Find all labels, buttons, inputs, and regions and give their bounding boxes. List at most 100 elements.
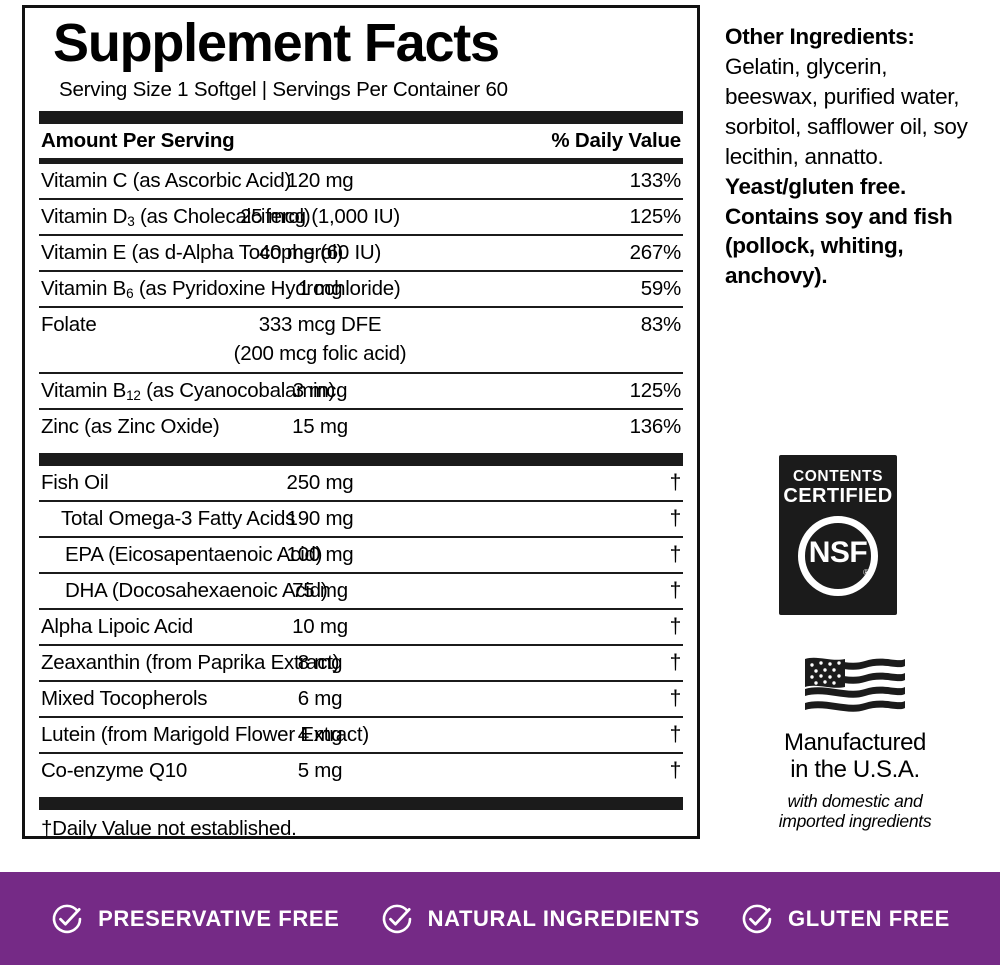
row-divider: [39, 644, 683, 646]
nsf-certified-label: CERTIFIED: [783, 485, 893, 507]
nutrient-amount: 333 mcg DFE: [258, 313, 382, 336]
claim-label: GLUTEN FREE: [788, 905, 950, 931]
nutrient-name: Vitamin D3 (as Cholecalciferol): [41, 205, 311, 229]
nutrient-name: Fish Oil: [41, 471, 109, 494]
nutrient-row: Vitamin B6 (as Pyridoxine Hydrochloride)…: [39, 272, 683, 306]
row-divider: [39, 270, 683, 272]
daily-value-footnote: †Daily Value not established.: [41, 817, 297, 840]
nutrient-row: Total Omega-3 Fatty Acids 190 mg †: [39, 502, 683, 536]
nutrient-name: Total Omega-3 Fatty Acids: [61, 507, 296, 530]
nutrient-row: Vitamin B12 (as Cyanocobalamin) 3 mcg 125%: [39, 374, 683, 408]
supplement-facts-panel: Supplement Facts Serving Size 1 Softgel …: [22, 5, 700, 840]
row-divider: [39, 572, 683, 574]
nutrient-name: Co-enzyme Q10: [41, 759, 188, 782]
nutrient-daily-value: 83%: [640, 313, 682, 336]
nutrient-row: Zeaxanthin (from Paprika Extract) 8 mg †: [39, 646, 683, 680]
nutrient-daily-value: 136%: [629, 415, 682, 438]
divider-thick-mid: [39, 453, 683, 466]
check-circle-icon: [382, 904, 411, 933]
ingredients-note-line-2: imported ingredients: [778, 811, 932, 832]
nutrient-daily-value: 267%: [629, 241, 682, 264]
allergen-warning: Yeast/gluten free. Contains soy and fish…: [725, 173, 953, 289]
nutrient-name: Lutein (from Marigold Flower Extract): [41, 723, 369, 746]
other-ingredients-body: Gelatin, glycerin, beeswax, purified wat…: [725, 53, 968, 169]
nutrient-name: Mixed Tocopherols: [41, 687, 208, 710]
nutrient-row: Lutein (from Marigold Flower Extract) 4 m…: [39, 718, 683, 752]
manufactured-line-2: in the U.S.A.: [790, 756, 920, 784]
row-divider: [39, 680, 683, 682]
row-divider: [39, 234, 683, 236]
other-ingredients-heading: Other Ingredients:: [725, 24, 915, 49]
nutrient-row: Co-enzyme Q10 5 mg †: [39, 754, 683, 788]
nsf-acronym: NSF: [808, 536, 868, 569]
nutrient-amount-secondary: (200 mcg folic acid): [233, 342, 407, 365]
nutrient-row: DHA (Docosahexaenoic Acid) 75 mg †: [39, 574, 683, 608]
label-content-area: Supplement Facts Serving Size 1 Softgel …: [22, 5, 985, 840]
nutrient-row: Mixed Tocopherols 6 mg †: [39, 682, 683, 716]
nsf-circle-mark: NSF ®: [798, 516, 878, 596]
manufactured-line-1: Manufactured: [784, 729, 926, 756]
ingredients-note-line-1: with domestic and: [787, 790, 923, 811]
nutrient-daily-value: †: [669, 543, 682, 566]
row-divider: [39, 306, 683, 308]
row-divider: [39, 372, 683, 374]
nutrient-daily-value: 125%: [629, 379, 682, 402]
nutrient-name: DHA (Docosahexaenoic Acid): [65, 579, 328, 602]
nutrient-row: Alpha Lipoic Acid 10 mg †: [39, 610, 683, 644]
claim-item: PRESERVATIVE FREE: [50, 902, 339, 936]
nutrient-name: Zeaxanthin (from Paprika Extract): [41, 651, 340, 674]
nutrient-name: Alpha Lipoic Acid: [41, 615, 193, 638]
nutrient-daily-value: 59%: [640, 277, 682, 300]
nutrient-name: EPA (Eicosapentaenoic Acid): [65, 543, 323, 566]
nutrient-row: Vitamin E (as d-Alpha Tocopherol) 40 mg (…: [39, 236, 683, 270]
nutrient-daily-value: †: [669, 579, 682, 602]
row-divider: [39, 716, 683, 718]
divider-thick-top: [39, 111, 683, 124]
nutrient-daily-value: 133%: [629, 169, 682, 192]
row-divider: [39, 608, 683, 610]
nutrient-name: Folate: [41, 313, 97, 336]
nutrient-group-blend: Fish Oil 250 mg † Total Omega-3 Fatty Acids…: [39, 466, 683, 788]
claim-item: GLUTEN FREE: [740, 902, 950, 936]
registered-trademark-symbol: ®: [863, 568, 869, 577]
nutrient-daily-value: †: [669, 723, 682, 746]
made-in-usa-block: Manufactured in the U.S.A. with domestic…: [725, 655, 985, 832]
nutrient-group-vitamins: Vitamin C (as Ascorbic Acid) 120 mg 133% Vi…: [39, 164, 683, 444]
supplement-facts-title: Supplement Facts: [53, 13, 500, 73]
row-divider: [39, 500, 683, 502]
nutrient-row: Folate 333 mcg DFE 83%: [39, 308, 683, 342]
serving-size-line: Serving Size 1 Softgel | Servings Per Co…: [59, 78, 508, 101]
nutrient-name: Vitamin E (as d-Alpha Tocopherol): [41, 241, 344, 264]
nutrient-row: Zinc (as Zinc Oxide) 15 mg 136%: [39, 410, 683, 444]
nutrient-row: Vitamin C (as Ascorbic Acid) 120 mg 133%: [39, 164, 683, 198]
nutrient-daily-value: †: [669, 471, 682, 494]
nsf-certification-badge: CONTENTS CERTIFIED NSF ®: [779, 455, 897, 615]
row-divider: [39, 536, 683, 538]
claim-label: NATURAL INGREDIENTS: [427, 905, 700, 931]
nutrient-name: Vitamin B6 (as Pyridoxine Hydrochloride): [41, 277, 401, 301]
nutrient-row: EPA (Eicosapentaenoic Acid) 100 mg †: [39, 538, 683, 572]
claims-banner: PRESERVATIVE FREE NATURAL INGREDIENTS GLUT…: [0, 872, 1000, 965]
nutrient-name: Vitamin C (as Ascorbic Acid): [41, 169, 292, 192]
nutrient-row: Fish Oil 250 mg †: [39, 466, 683, 500]
nutrient-daily-value: †: [669, 651, 682, 674]
table-column-headers: Amount Per Serving % Daily Value: [39, 124, 683, 158]
amount-per-serving-header: Amount Per Serving: [41, 129, 235, 152]
divider-thick-bottom: [39, 797, 683, 810]
nutrient-name: Vitamin B12 (as Cyanocobalamin): [41, 379, 336, 403]
nutrient-daily-value: 125%: [629, 205, 682, 228]
row-divider: [39, 752, 683, 754]
nutrient-amount: 250 mg: [286, 471, 354, 494]
check-circle-icon: [52, 904, 82, 933]
nutrient-daily-value: †: [669, 687, 682, 710]
claim-item: NATURAL INGREDIENTS: [380, 902, 700, 936]
daily-value-header: % Daily Value: [551, 129, 681, 152]
check-circle-icon: [742, 904, 772, 933]
nutrient-name: Zinc (as Zinc Oxide): [41, 415, 220, 438]
nutrient-daily-value: †: [669, 615, 682, 638]
nsf-contents-label: CONTENTS: [792, 468, 884, 485]
claim-label: PRESERVATIVE FREE: [98, 905, 340, 931]
nutrient-row: Vitamin D3 (as Cholecalciferol) 25 mcg (1…: [39, 200, 683, 234]
nutrient-daily-value: †: [669, 759, 682, 782]
row-divider: [39, 408, 683, 410]
